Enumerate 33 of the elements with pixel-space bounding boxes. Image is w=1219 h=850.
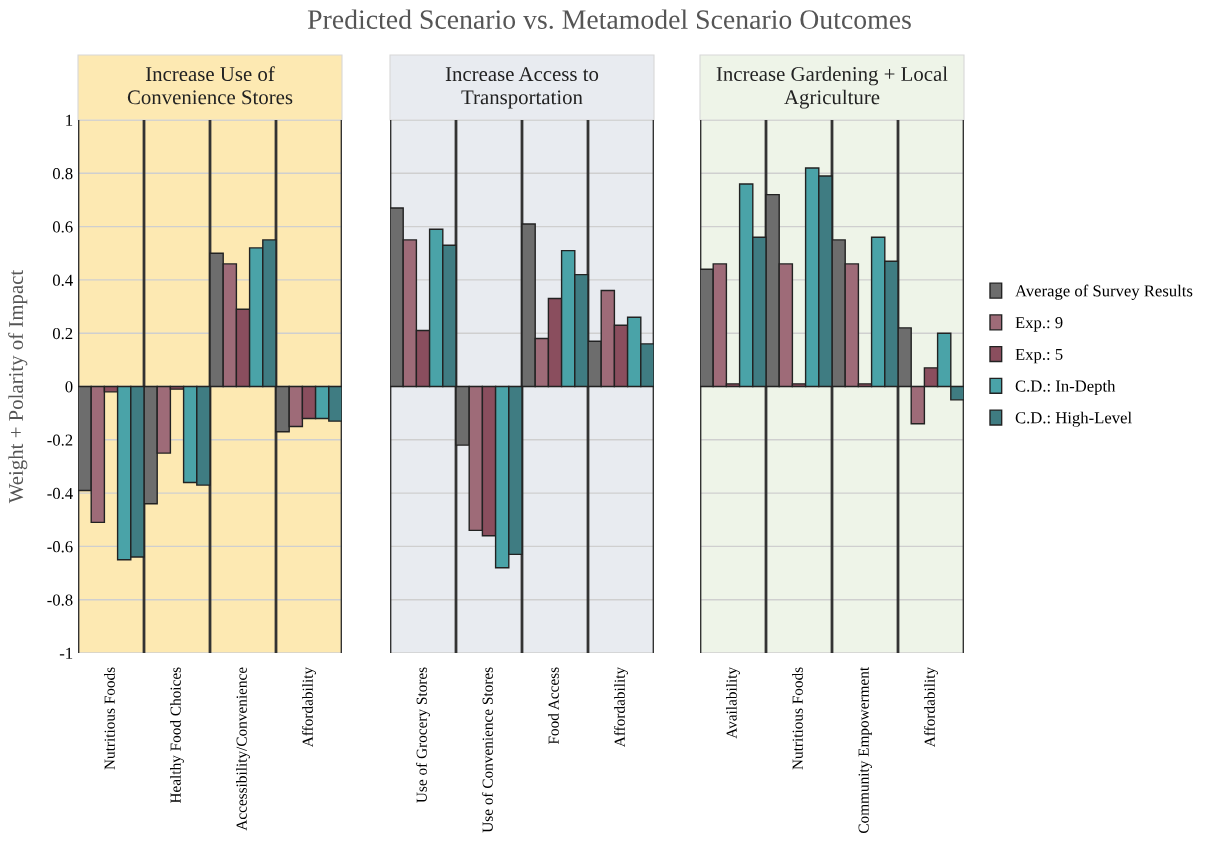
legend-label: Average of Survey Results <box>1015 284 1193 300</box>
x-tick-label: Accessibility/Convenience <box>236 667 250 831</box>
legend-label: C.D.: High-Level <box>1015 411 1132 427</box>
y-axis-title: Weight + Polarity of Impact <box>8 269 28 504</box>
y-tick-label: 0 <box>65 381 73 393</box>
legend-label: C.D.: In-Depth <box>1015 379 1116 396</box>
y-tick-label: -0.6 <box>47 541 73 553</box>
chart-title: Increase Gardening + Local Agriculture <box>716 66 948 109</box>
x-tick-label: Affordability <box>301 666 317 748</box>
x-tick-label: Nutritious Foods <box>792 667 803 770</box>
x-tick-label: Healthy Food Choices <box>170 667 184 804</box>
y-tick-label: -0.8 <box>47 594 73 606</box>
x-tick-label: Food Access <box>548 667 559 745</box>
y-tick-label: 0.8 <box>52 168 73 180</box>
x-tick-label: Affordability <box>923 666 939 748</box>
chart-title: Increase Access to Transportation <box>445 67 599 109</box>
y-tick-label: 0.4 <box>52 274 73 286</box>
x-tick-label: Community Empowerment <box>858 666 872 834</box>
x-tick-label: Availability <box>726 666 740 739</box>
text: Predicted Scenario vs. Metamodel Scenario Outcomes <box>307 9 911 30</box>
legend-label: Exp.: 9 <box>1015 317 1063 332</box>
y-tick-label: 0.6 <box>52 221 73 233</box>
y-tick-label: -0.2 <box>47 434 73 446</box>
chart-title: Increase Use of Convenience Stores <box>127 66 293 105</box>
y-tick-label: 1 <box>66 114 73 126</box>
x-tick-label: Use of Grocery Stores <box>415 667 431 803</box>
y-tick-label: -1 <box>59 647 73 659</box>
x-tick-label: Use of Convenience Stores <box>481 667 493 833</box>
y-tick-label: 0.2 <box>52 327 73 340</box>
x-tick-label: Affordability <box>613 666 629 748</box>
x-tick-label: Nutritious Foods <box>104 667 115 770</box>
y-tick-label: -0.4 <box>47 487 73 500</box>
legend-label: Exp.: 5 <box>1015 348 1063 364</box>
